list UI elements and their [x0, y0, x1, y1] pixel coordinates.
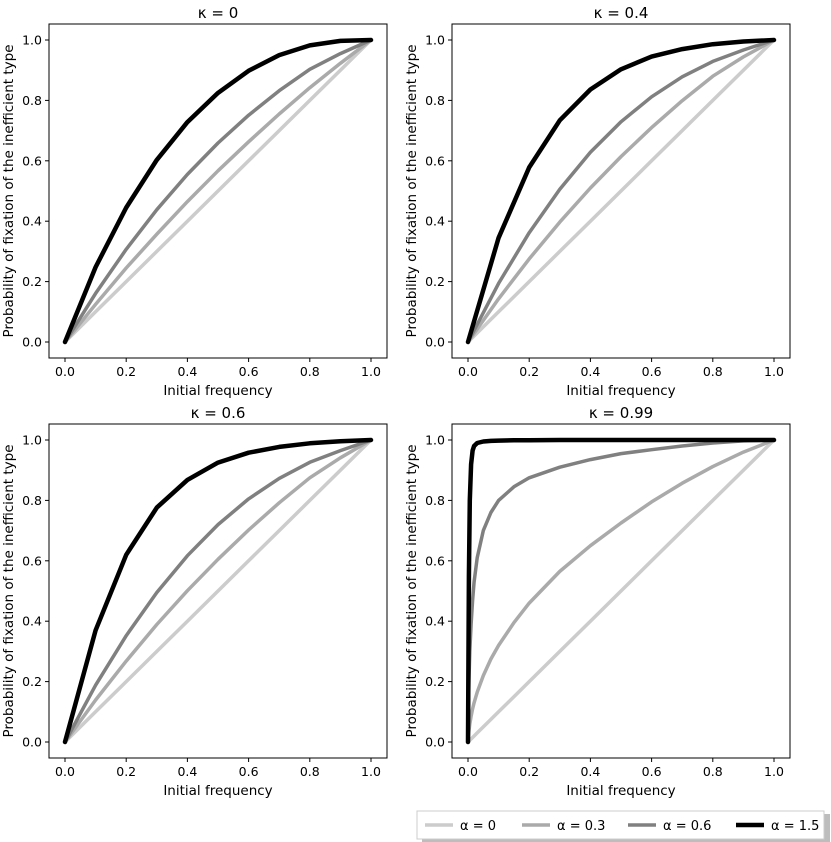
panel-3: 0.0 0.2 0.4 0.6 0.8 1.0 0.0 0.2 0.4 0.6 0.8 1.0 κ = …: [1, 404, 388, 799]
x-tick-label: 0.2: [519, 764, 539, 779]
x-tick-label: 0.0: [458, 764, 478, 779]
axes-frame: [451, 423, 791, 759]
x-tick-label: 0.8: [703, 764, 723, 779]
axes-frame: [451, 23, 791, 359]
series-line-4: [62, 37, 374, 345]
y-tick-label: 1.0: [425, 33, 445, 48]
x-tick-label: 0.6: [642, 364, 662, 379]
y-tick-label: 0.8: [22, 493, 42, 508]
x-tick-label: 0.4: [580, 364, 600, 379]
axes-frame: [48, 23, 388, 359]
panel-title: κ = 0.6: [191, 404, 246, 422]
y-tick-label: 0.2: [425, 274, 445, 289]
y-tick-label: 0.4: [425, 214, 445, 229]
series-line-1: [466, 438, 776, 744]
x-tick-label: 0.6: [239, 764, 259, 779]
y-tick-label: 0.0: [425, 735, 445, 750]
x-tick-label: 0.2: [519, 364, 539, 379]
y-tick-label: 0.2: [22, 674, 42, 689]
y-axis-label: Probability of fixation of the inefficie…: [1, 44, 17, 337]
x-axis-label: Initial frequency: [163, 783, 272, 799]
y-tick-label: 0.4: [22, 614, 42, 629]
panel-4: 0.0 0.2 0.4 0.6 0.8 1.0 0.0 0.2 0.4 0.6 0.8 1.0 κ = …: [404, 404, 791, 799]
x-tick-label: 0.6: [239, 364, 259, 379]
series-line-3: [466, 438, 776, 744]
legend-label-3: α = 0.6: [663, 819, 711, 834]
y-tick-label: 0.2: [22, 274, 42, 289]
panels: 0.0 0.2 0.4 0.6 0.8 1.0 0.0 0.2 0.4 0.6 0.8 1.0 κ = …: [1, 4, 791, 799]
series-line-2: [466, 438, 776, 744]
legend-label-4: α = 1.5: [771, 819, 819, 834]
x-axis-label: Initial frequency: [566, 783, 675, 799]
x-axis-label: Initial frequency: [566, 383, 675, 399]
y-tick-label: 0.4: [425, 614, 445, 629]
x-tick-label: 0.8: [300, 364, 320, 379]
panel-title: κ = 0: [198, 4, 239, 22]
x-tick-label: 0.8: [703, 364, 723, 379]
y-tick-label: 0.6: [425, 553, 445, 568]
series-line-2: [466, 38, 776, 344]
x-tick-label: 1.0: [361, 364, 381, 379]
y-tick-label: 1.0: [425, 433, 445, 448]
x-tick-label: 0.0: [55, 764, 75, 779]
series-line-3: [466, 38, 776, 344]
series-line-2: [63, 38, 373, 344]
legend-label-1: α = 0: [460, 819, 496, 834]
axes-frame: [48, 423, 388, 759]
series-line-4: [62, 437, 374, 745]
y-tick-label: 1.0: [22, 33, 42, 48]
y-axis-label: Probability of fixation of the inefficie…: [1, 444, 17, 737]
series-line-1: [63, 438, 373, 744]
legend-label-2: α = 0.3: [557, 819, 605, 834]
series-line-3: [63, 38, 373, 344]
y-tick-label: 0.2: [425, 674, 445, 689]
panel-2: 0.0 0.2 0.4 0.6 0.8 1.0 0.0 0.2 0.4 0.6 0.8 1.0 κ = …: [404, 4, 791, 399]
x-tick-label: 1.0: [764, 764, 784, 779]
series-line-4: [465, 37, 777, 345]
x-axis-label: Initial frequency: [163, 383, 272, 399]
y-tick-label: 1.0: [22, 433, 42, 448]
series-line-3: [63, 438, 373, 744]
y-tick-label: 0.6: [22, 553, 42, 568]
panel-1: 0.0 0.2 0.4 0.6 0.8 1.0 0.0 0.2 0.4 0.6 0.8 1.0 κ = …: [1, 4, 388, 399]
x-tick-label: 0.4: [177, 364, 197, 379]
x-tick-label: 0.4: [177, 764, 197, 779]
y-tick-label: 0.4: [22, 214, 42, 229]
series-line-4: [465, 437, 777, 745]
series-line-2: [63, 438, 373, 744]
x-tick-label: 0.2: [116, 764, 136, 779]
y-tick-label: 0.0: [425, 335, 445, 350]
x-tick-label: 0.2: [116, 364, 136, 379]
x-tick-label: 0.0: [458, 364, 478, 379]
y-axis-label: Probability of fixation of the inefficie…: [404, 44, 420, 337]
x-tick-label: 0.6: [642, 764, 662, 779]
x-tick-label: 0.8: [300, 764, 320, 779]
y-tick-label: 0.8: [425, 93, 445, 108]
x-tick-label: 1.0: [361, 764, 381, 779]
panel-title: κ = 0.4: [594, 4, 649, 22]
legend: α = 0 α = 0.3 α = 0.6 α = 1.5: [416, 810, 830, 842]
y-axis-label: Probability of fixation of the inefficie…: [404, 444, 420, 737]
x-tick-label: 0.0: [55, 364, 75, 379]
x-tick-label: 1.0: [764, 364, 784, 379]
series-line-1: [466, 38, 776, 344]
y-tick-label: 0.6: [425, 153, 445, 168]
y-tick-label: 0.8: [425, 493, 445, 508]
x-tick-label: 0.4: [580, 764, 600, 779]
y-tick-label: 0.8: [22, 93, 42, 108]
panel-title: κ = 0.99: [589, 404, 653, 422]
y-tick-label: 0.6: [22, 153, 42, 168]
y-tick-label: 0.0: [22, 735, 42, 750]
series-line-1: [63, 38, 373, 344]
y-tick-label: 0.0: [22, 335, 42, 350]
